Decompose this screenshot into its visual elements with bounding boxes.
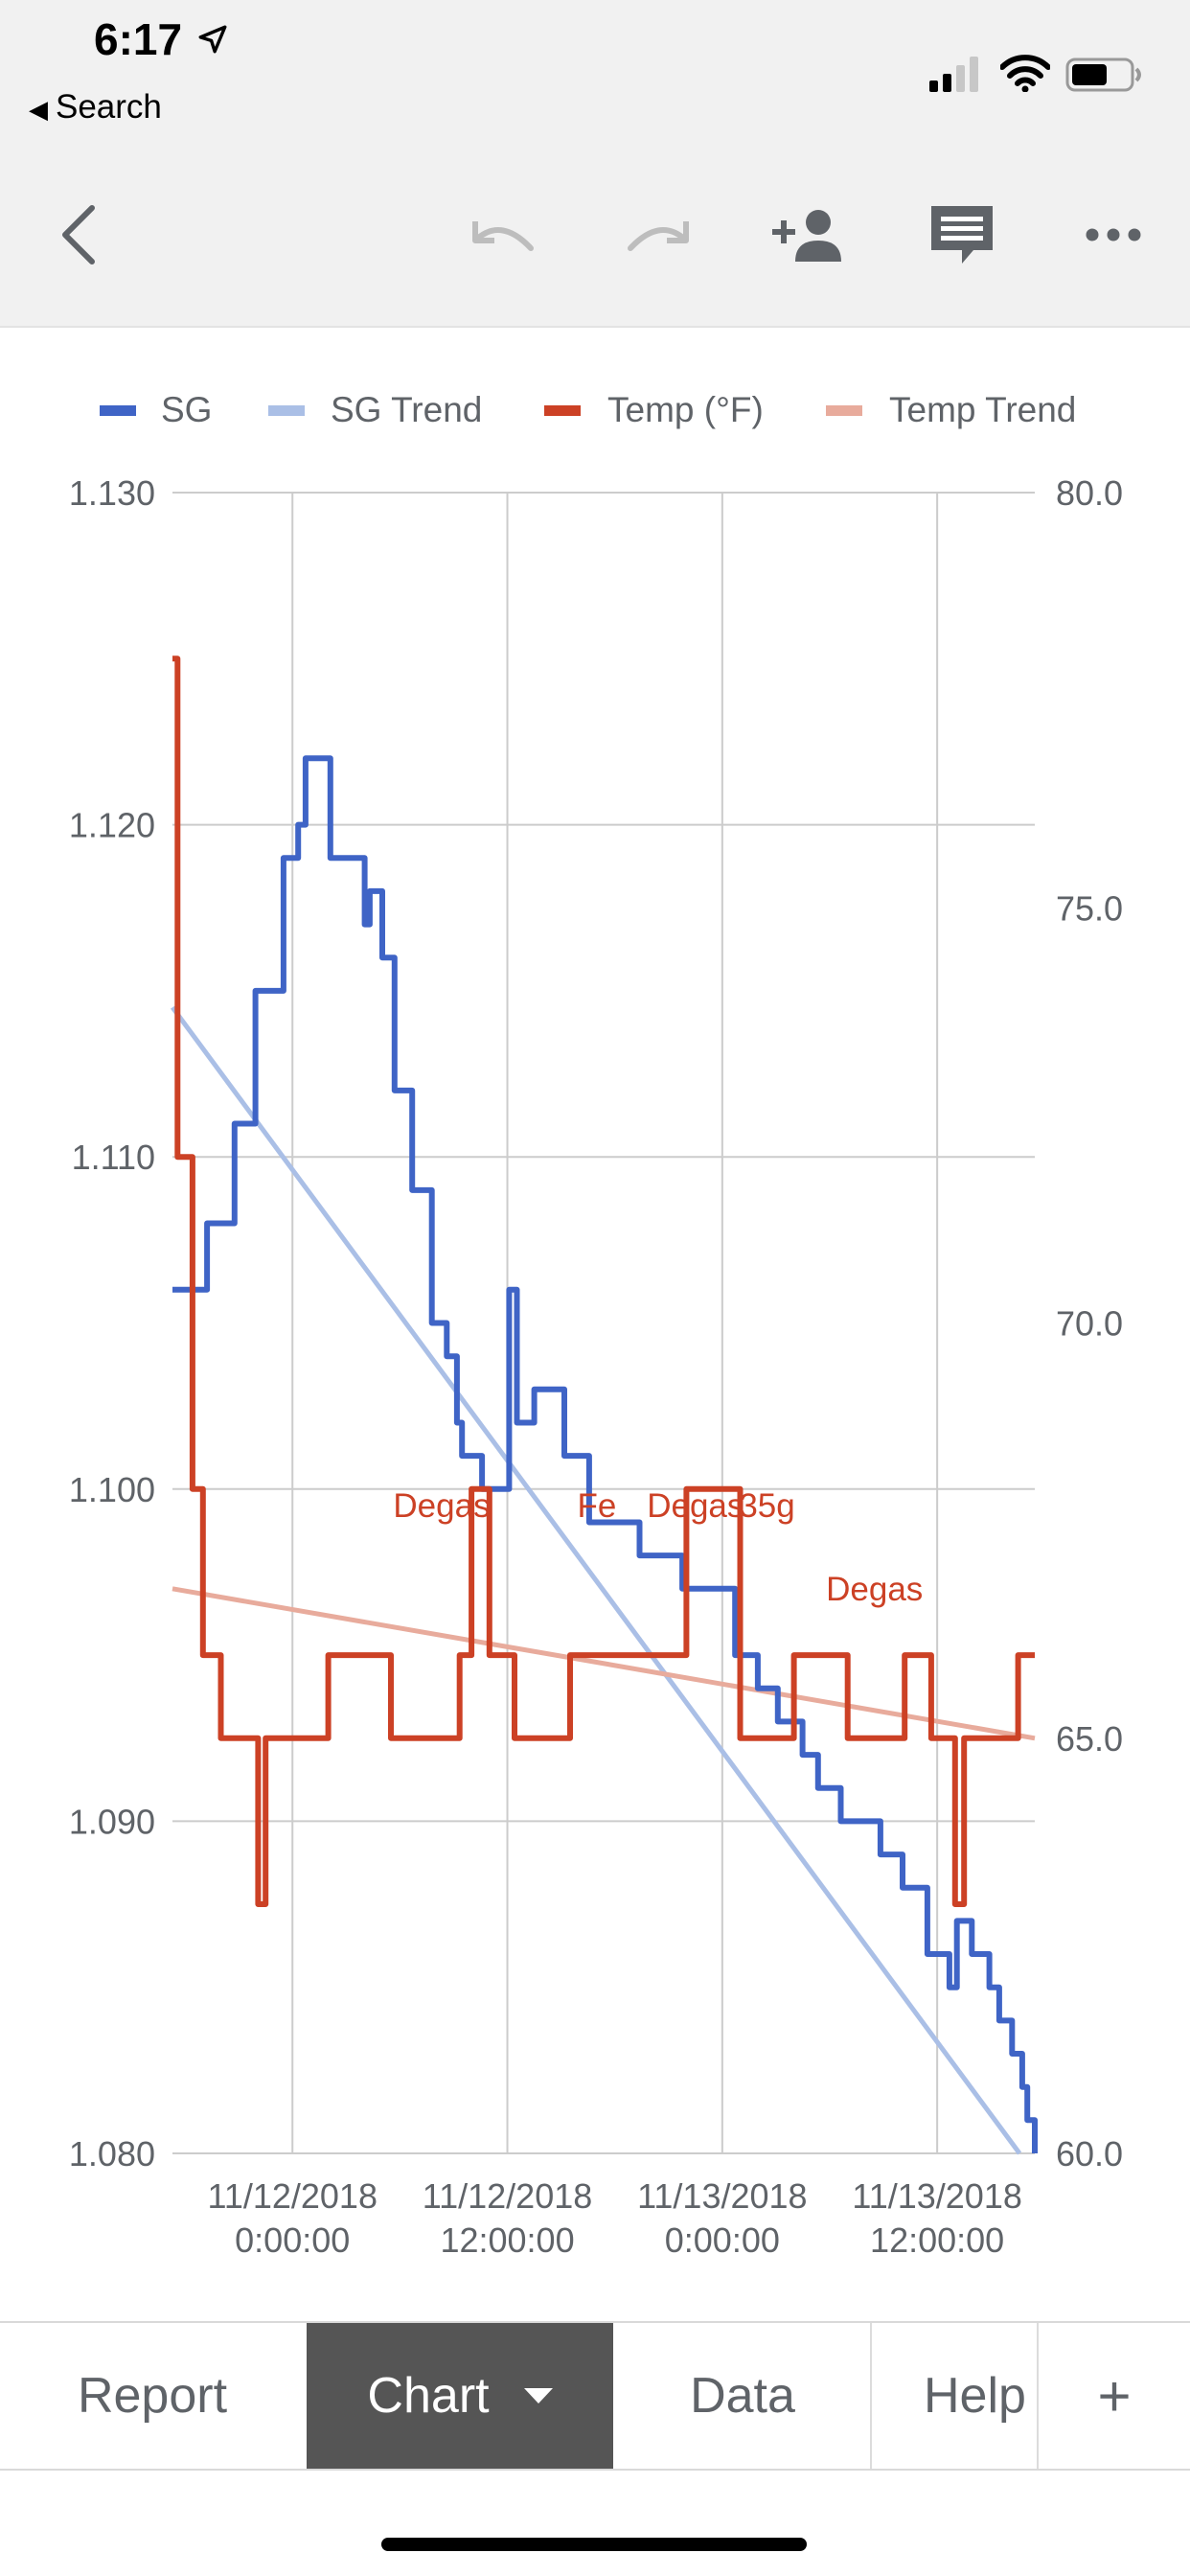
- dropdown-arrow-icon[interactable]: [523, 2388, 553, 2404]
- undo-button[interactable]: [466, 196, 542, 273]
- status-time: 6:17: [94, 14, 183, 64]
- y-left-tick-label: 1.120: [69, 806, 155, 845]
- legend-label: SG Trend: [331, 390, 482, 429]
- x-tick-date-label: 11/12/2018: [207, 2176, 378, 2216]
- wifi-icon: [1000, 55, 1050, 92]
- y-left-tick-label: 1.130: [69, 473, 155, 513]
- back-search-label: Search: [56, 88, 162, 126]
- legend-label: SG: [161, 390, 212, 429]
- y-right-tick-label: 60.0: [1056, 2134, 1123, 2174]
- y-right-tick-label: 65.0: [1056, 1719, 1123, 1759]
- tab-chart-label: Chart: [367, 2368, 490, 2424]
- tab-data-label: Data: [690, 2368, 795, 2424]
- x-tick-time-label: 0:00:00: [235, 2220, 350, 2260]
- trend-lines: [170, 1005, 1036, 2155]
- back-to-search-link[interactable]: ◀ Search: [29, 88, 162, 126]
- annotation-label: Degas: [826, 1571, 923, 1608]
- chart-grid: [172, 492, 1035, 2154]
- legend-swatch: [544, 405, 581, 416]
- legend-label: Temp (°F): [607, 390, 764, 429]
- sg-line: [172, 755, 1038, 2153]
- tab-report-label: Report: [77, 2368, 228, 2424]
- location-arrow-icon: [198, 25, 227, 54]
- redo-icon: [628, 221, 689, 251]
- y-right-tick-label: 70.0: [1056, 1304, 1123, 1344]
- y-right-tick-label: 75.0: [1056, 888, 1123, 928]
- home-indicator: [381, 2538, 807, 2551]
- undo-icon: [472, 221, 534, 251]
- back-chevron-icon: [62, 205, 95, 264]
- x-tick-date-label: 11/13/2018: [637, 2176, 808, 2216]
- x-tick-time-label: 12:00:00: [870, 2220, 1004, 2260]
- status-bar: 6:17 ◀ Search: [0, 0, 1190, 134]
- more-options-button[interactable]: [1075, 196, 1152, 273]
- x-tick-date-label: 11/13/2018: [852, 2176, 1022, 2216]
- annotation-label: 35g: [739, 1487, 794, 1525]
- y-left-tick-label: 1.100: [69, 1470, 155, 1509]
- fermentation-chart: SG SG Trend Temp (°F) Temp Trend Degas Fe Deg…: [69, 390, 1123, 2260]
- add-sheet-button[interactable]: +: [1039, 2323, 1190, 2469]
- x-axis: 11/12/20180:00:0011/12/201812:00:0011/13…: [207, 2176, 1021, 2260]
- back-button[interactable]: [38, 196, 115, 273]
- redo-button[interactable]: [619, 196, 696, 273]
- legend-swatch: [826, 405, 862, 416]
- left-axis: 1.080 1.090 1.100 1.110 1.120 1.130: [69, 473, 155, 2174]
- tab-divider: [1037, 2323, 1039, 2469]
- tab-help[interactable]: Help: [872, 2323, 1037, 2469]
- chart-legend: SG SG Trend Temp (°F) Temp Trend: [100, 390, 1076, 429]
- battery-icon: [1065, 58, 1141, 92]
- share-button[interactable]: [770, 196, 847, 273]
- x-tick-time-label: 0:00:00: [665, 2220, 780, 2260]
- more-icon: [1086, 228, 1141, 242]
- legend-swatch: [268, 405, 305, 416]
- legend-label: Temp Trend: [889, 390, 1076, 429]
- tab-data[interactable]: Data: [615, 2323, 870, 2469]
- y-left-tick-label: 1.080: [69, 2134, 155, 2174]
- right-axis: 60.0 65.0 70.0 75.0 80.0: [1056, 473, 1123, 2174]
- tab-divider: [870, 2323, 872, 2469]
- y-right-tick-label: 80.0: [1056, 473, 1123, 513]
- annotation-label: Degas: [647, 1487, 744, 1525]
- tab-report[interactable]: Report: [0, 2323, 305, 2469]
- temp-trend-line: [172, 1586, 1036, 1741]
- legend-swatch: [100, 405, 136, 416]
- add-sheet-label: +: [1097, 2363, 1132, 2428]
- sg-trend-line: [170, 1005, 1022, 2155]
- y-left-tick-label: 1.090: [69, 1802, 155, 1841]
- sheet-tab-bar: Report Chart Data Help +: [0, 2321, 1190, 2471]
- y-left-tick-label: 1.110: [72, 1138, 155, 1177]
- annotation-label: Degas: [393, 1487, 490, 1525]
- back-triangle-icon: ◀: [29, 95, 48, 124]
- x-tick-date-label: 11/12/2018: [423, 2176, 593, 2216]
- tab-help-label: Help: [924, 2368, 1026, 2424]
- x-tick-time-label: 12:00:00: [440, 2220, 574, 2260]
- comment-icon: [931, 206, 993, 264]
- tab-chart[interactable]: Chart: [307, 2323, 613, 2469]
- temp-f-line: [172, 656, 1035, 1907]
- data-lines: [172, 656, 1038, 2153]
- app-toolbar: [0, 134, 1190, 328]
- cellular-signal-icon: [929, 57, 978, 92]
- add-person-icon: [772, 210, 841, 262]
- comment-button[interactable]: [924, 196, 1000, 273]
- annotation-label: Fe: [578, 1487, 617, 1525]
